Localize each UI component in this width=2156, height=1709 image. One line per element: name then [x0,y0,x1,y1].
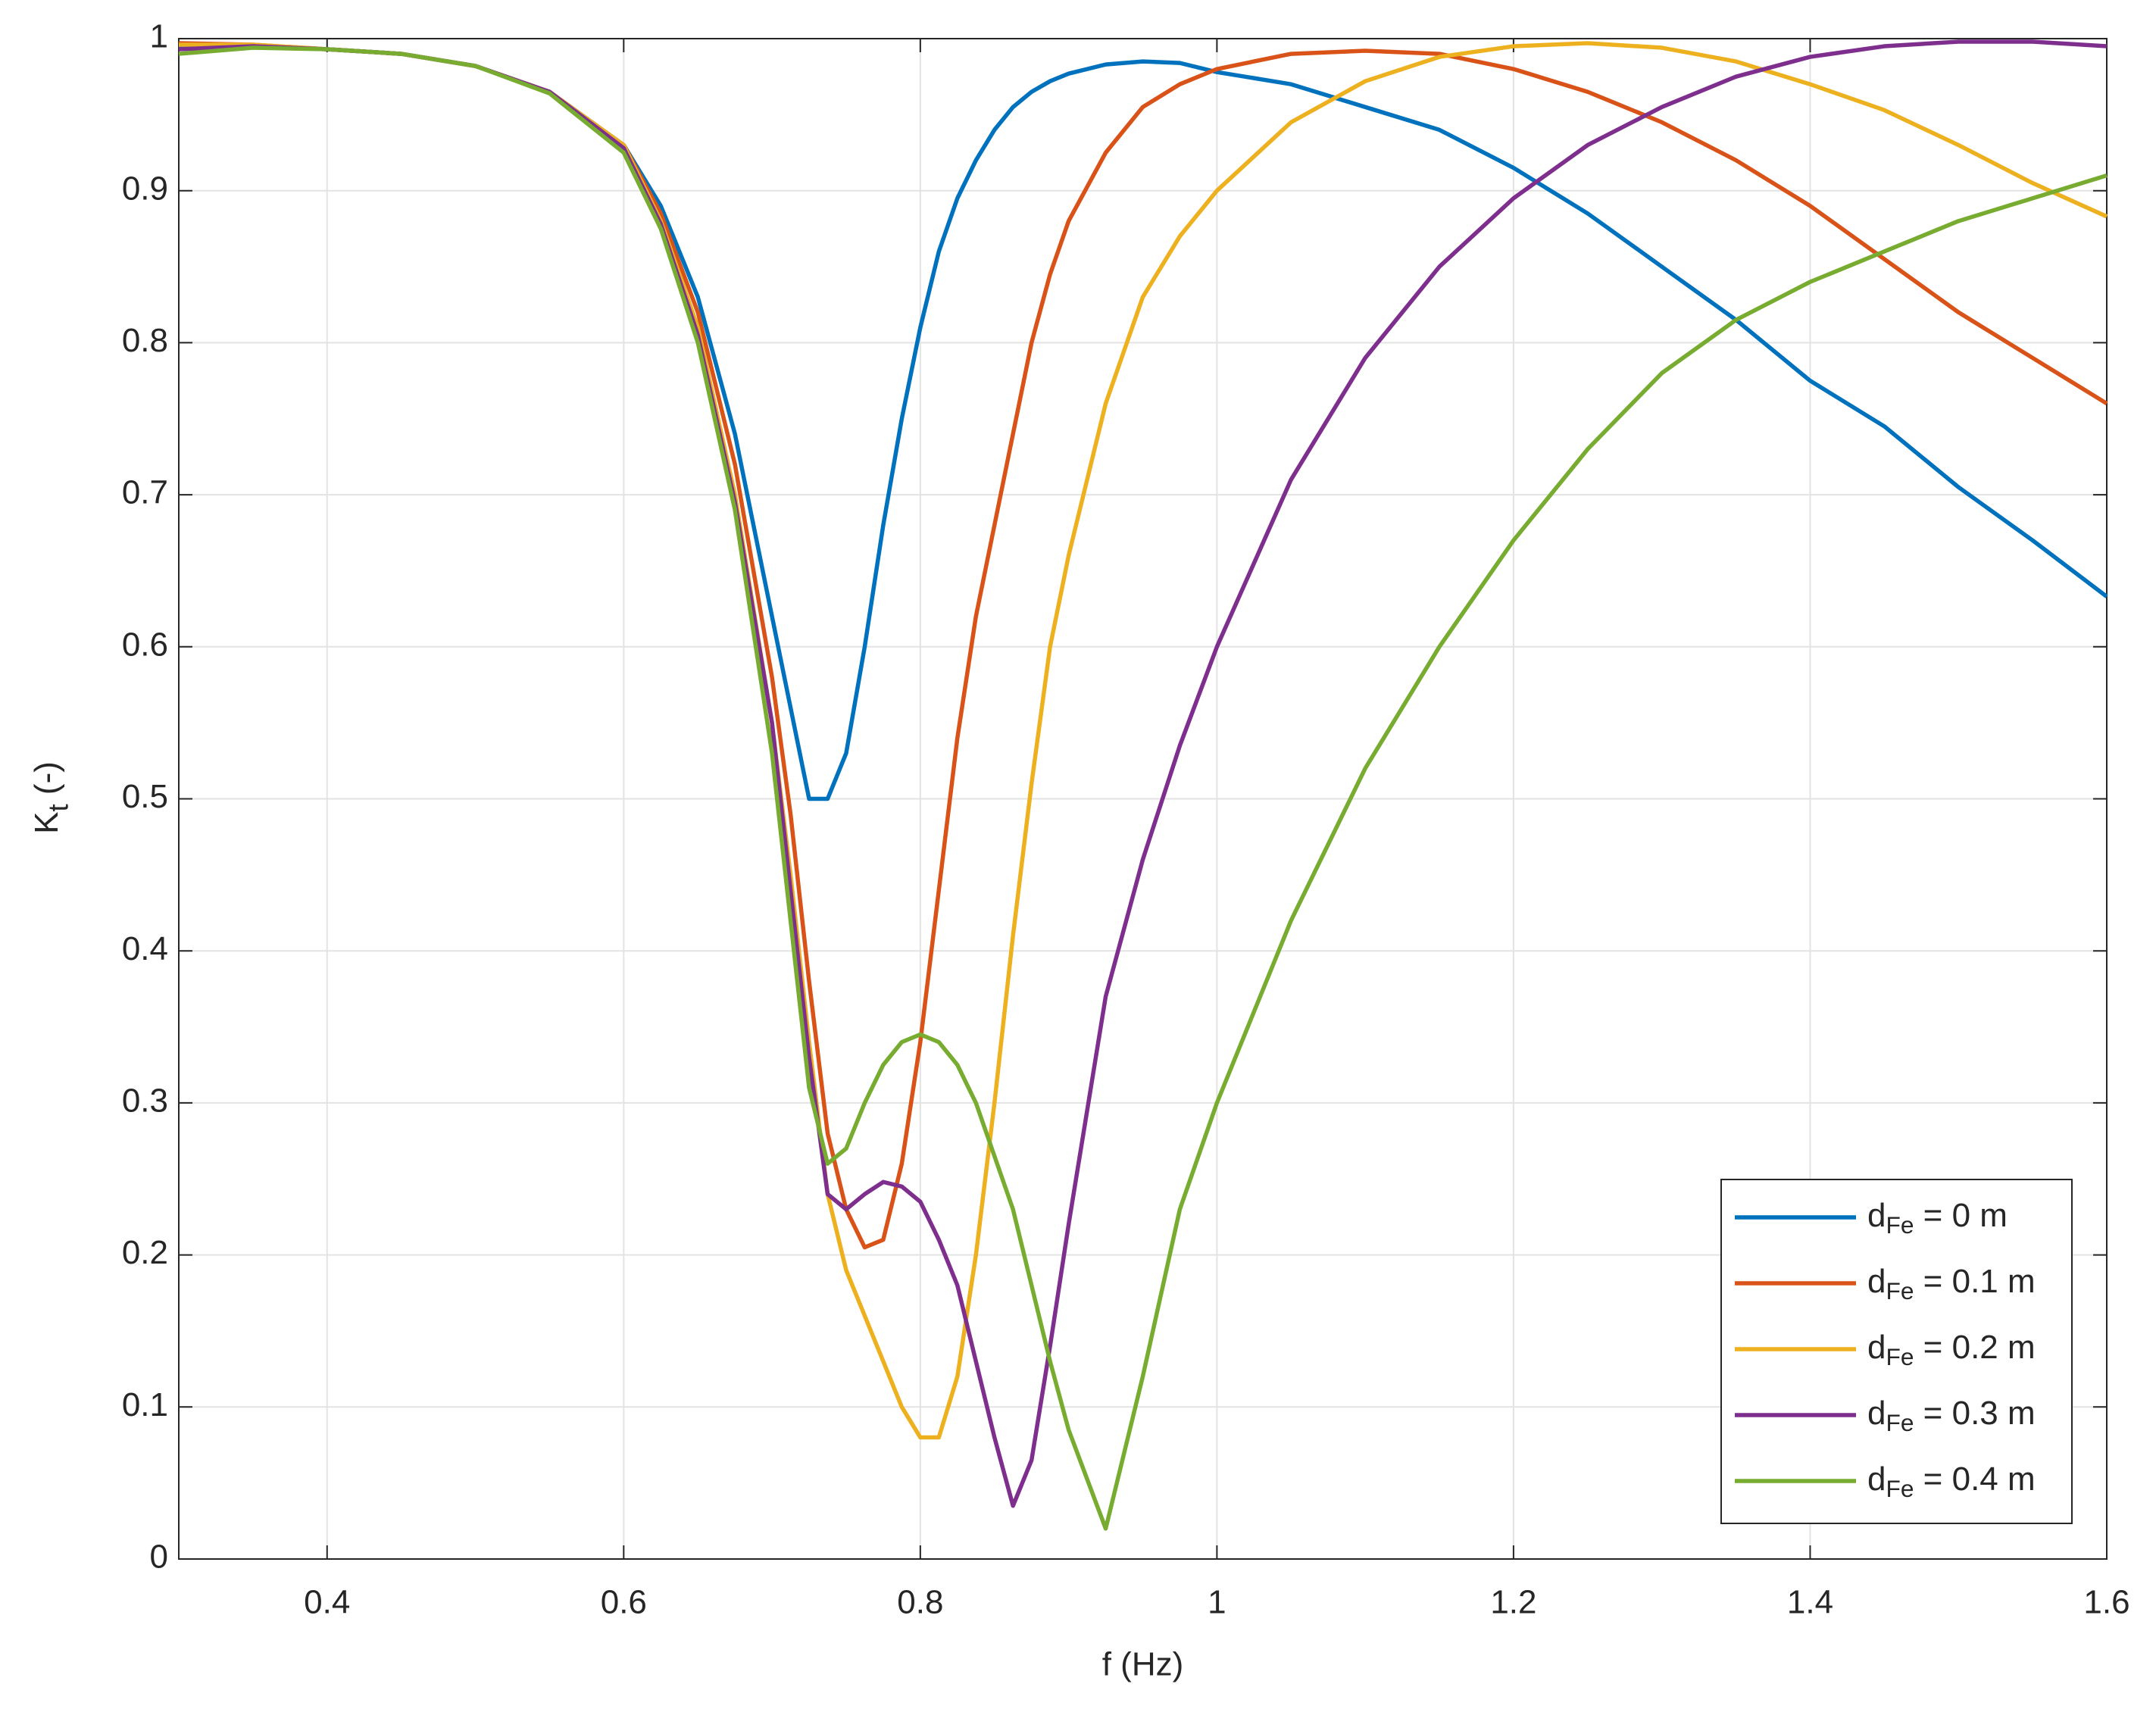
y-tick-label: 0.6 [122,626,168,663]
x-tick-label: 1 [1208,1584,1226,1621]
x-tick-label: 0.4 [304,1584,350,1621]
y-tick-label: 0.1 [122,1386,168,1423]
legend-label: dFe = 0 m [1867,1197,2008,1239]
x-tick-label: 1.4 [1787,1584,1833,1621]
legend-label: dFe = 0.1 m [1867,1263,2036,1305]
x-tick-label: 1.6 [2083,1584,2129,1621]
legend-label: dFe = 0.4 m [1867,1461,2036,1503]
legend-label: dFe = 0.3 m [1867,1395,2036,1437]
y-tick-label: 0.8 [122,322,168,359]
y-tick-label: 0 [150,1539,168,1576]
data-line [179,44,2108,801]
y-tick-label: 0.3 [122,1083,168,1120]
x-tick-label: 0.6 [601,1584,647,1621]
x-tick-label: 1.2 [1490,1584,1536,1621]
y-axis-label: Kt (-) [28,761,73,834]
legend-label: dFe = 0.2 m [1867,1329,2036,1371]
y-tick-label: 0.5 [122,778,168,815]
y-tick-label: 1 [150,18,168,55]
y-tick-label: 0.7 [122,474,168,511]
legend-box [1720,1179,2073,1524]
x-tick-label: 0.8 [897,1584,943,1621]
y-tick-label: 0.9 [122,170,168,207]
plot-frame [178,38,2108,1560]
x-axis-label: f (Hz) [1102,1646,1184,1683]
data-line [178,41,2108,1250]
data-line [178,45,2108,1531]
y-tick-label: 0.2 [122,1234,168,1271]
y-tick-label: 0.4 [122,930,168,967]
